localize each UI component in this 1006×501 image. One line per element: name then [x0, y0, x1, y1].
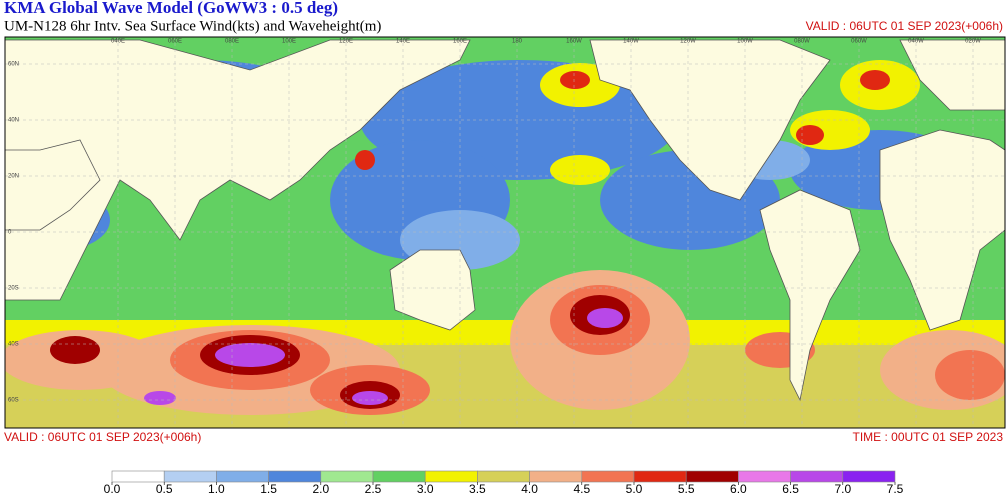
valid-bottom: VALID : 06UTC 01 SEP 2023(+006h): [4, 430, 201, 444]
lat-label: 60S: [8, 398, 19, 404]
lon-label: 040W: [908, 39, 924, 45]
color-bar: 0.0 0.5 1.0 1.5 2.0 2.5 3.0 3.5 4.0 4.5 5.0 5.5 6.0 6…: [104, 470, 904, 496]
color-box: [163, 470, 217, 483]
lon-label: 160E: [453, 39, 467, 45]
lon-label: 140W: [623, 39, 639, 45]
tick-label: 1.5: [260, 482, 277, 496]
subtitle: UM-N128 6hr Intv. Sea Surface Wind(kts) …: [4, 18, 381, 34]
tick-label: 4.0: [521, 482, 538, 496]
lon-label: 120W: [680, 39, 696, 45]
lon-label: 120E: [339, 39, 353, 45]
color-box: [477, 470, 530, 483]
lon-label: 180: [512, 39, 523, 45]
color-box: [529, 470, 583, 483]
lon-label: 060W: [851, 39, 867, 45]
map-frame: [4, 36, 1006, 429]
color-box: [633, 470, 687, 483]
lat-label: 40S: [8, 342, 19, 348]
tick-label: 0.0: [104, 482, 121, 496]
color-box: [111, 470, 165, 483]
lon-label: 080W: [794, 39, 810, 45]
tick-label: 4.5: [573, 482, 590, 496]
init-time: TIME : 00UTC 01 SEP 2023: [852, 430, 1003, 444]
tick-label: 3.0: [417, 482, 434, 496]
color-box: [790, 470, 844, 483]
tick-label: 7.5: [887, 482, 904, 496]
color-box: [738, 470, 791, 483]
color-box: [581, 470, 635, 483]
color-box: [320, 470, 374, 483]
tick-label: 3.5: [469, 482, 486, 496]
color-box: [424, 470, 478, 483]
lon-label: 020W: [965, 39, 981, 45]
title: KMA Global Wave Model (GoWW3 : 0.5 deg): [4, 0, 338, 17]
lat-label: 0: [8, 230, 12, 236]
map: 040E 060E 080E 100E 120E 140E 160E 180 160W 140W 1…: [4, 36, 1006, 429]
lat-label: 20N: [8, 174, 19, 180]
lat-label: 40N: [8, 118, 19, 124]
lon-label: 040E: [111, 39, 125, 45]
tick-label: 7.0: [834, 482, 851, 496]
lon-label: 100E: [282, 39, 296, 45]
tick-label: 2.0: [312, 482, 329, 496]
lon-label: 140E: [396, 39, 410, 45]
tick-label: 0.5: [156, 482, 173, 496]
valid-top: VALID : 06UTC 01 SEP 2023(+006h): [806, 19, 1003, 33]
graticule: [5, 37, 1005, 428]
tick-label: 6.5: [782, 482, 799, 496]
color-box: [216, 470, 269, 483]
lat-label: 60N: [8, 62, 19, 68]
tick-label: 1.0: [208, 482, 225, 496]
lat-label: 20S: [8, 286, 19, 292]
lon-label: 100W: [737, 39, 753, 45]
tick-label: 5.5: [678, 482, 695, 496]
lon-label: 080E: [225, 39, 239, 45]
tick-label: 2.5: [365, 482, 382, 496]
tick-label: 6.0: [730, 482, 747, 496]
color-box: [372, 470, 426, 483]
lon-label: 160W: [566, 39, 582, 45]
lon-label: 060E: [168, 39, 182, 45]
color-box: [685, 470, 739, 483]
color-box: [842, 470, 896, 483]
tick-label: 5.0: [626, 482, 643, 496]
color-box: [268, 470, 322, 483]
